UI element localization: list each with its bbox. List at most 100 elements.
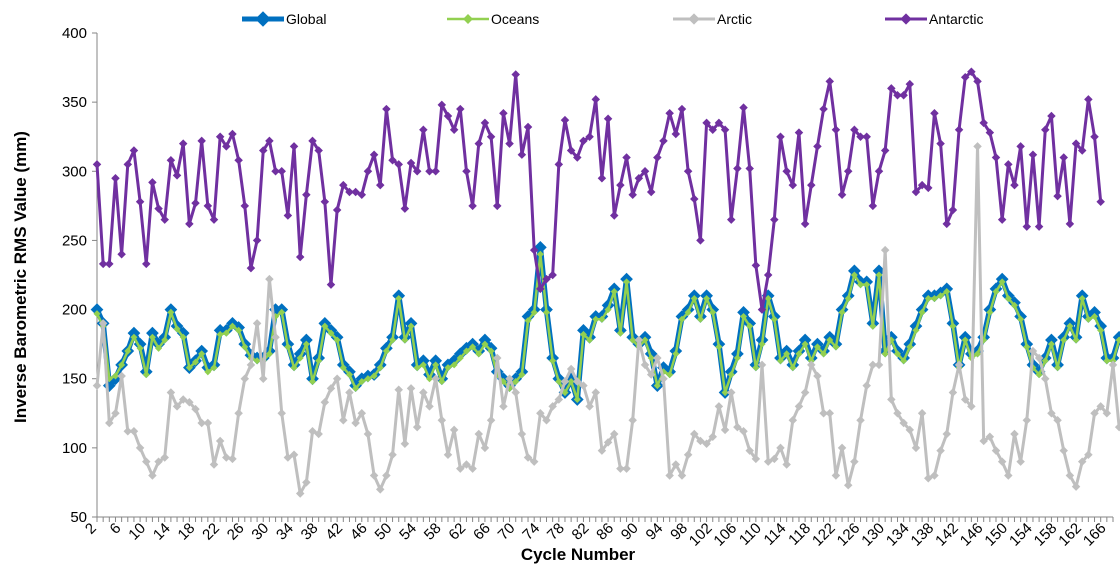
data-point-arctic bbox=[850, 457, 859, 466]
data-point-antarctic bbox=[874, 167, 884, 176]
data-point-antarctic bbox=[603, 114, 613, 123]
data-point-arctic bbox=[363, 429, 373, 439]
data-point-arctic bbox=[788, 415, 798, 425]
data-point-antarctic bbox=[1096, 197, 1105, 206]
data-point-arctic bbox=[388, 450, 397, 460]
y-tick-label: 150 bbox=[62, 371, 87, 388]
data-point-oceans bbox=[709, 308, 717, 316]
data-point-arctic bbox=[98, 319, 108, 328]
legend: Global Oceans Arctic Antarctic bbox=[242, 11, 983, 27]
data-point-antarctic bbox=[369, 150, 379, 159]
data-point-arctic bbox=[1084, 450, 1093, 460]
data-point-antarctic bbox=[197, 136, 206, 146]
data-point-antarctic bbox=[782, 167, 791, 176]
data-point-arctic bbox=[665, 471, 674, 480]
data-point-oceans bbox=[265, 350, 273, 358]
data-point-arctic bbox=[480, 443, 490, 453]
legend-swatch-marker bbox=[900, 13, 912, 25]
data-point-arctic bbox=[252, 319, 262, 328]
data-point-arctic bbox=[634, 335, 644, 345]
data-point-antarctic bbox=[215, 132, 225, 141]
data-point-arctic bbox=[431, 374, 440, 383]
data-point-arctic bbox=[499, 402, 508, 411]
data-point-arctic bbox=[862, 381, 871, 390]
data-point-oceans bbox=[586, 336, 594, 344]
y-tick-label: 400 bbox=[62, 25, 87, 42]
data-point-oceans bbox=[592, 315, 600, 323]
data-point-oceans bbox=[124, 347, 132, 355]
data-point-global bbox=[146, 326, 159, 340]
y-axis-title: Inverse Barometric RMS Value (mm) bbox=[11, 131, 30, 423]
data-point-oceans bbox=[450, 361, 458, 369]
legend-swatch-marker bbox=[688, 13, 700, 25]
data-point-arctic bbox=[942, 429, 951, 439]
data-point-antarctic bbox=[92, 160, 102, 169]
data-point-arctic bbox=[259, 374, 268, 383]
data-point-arctic bbox=[326, 384, 336, 393]
x-tick-label: 82 bbox=[569, 520, 593, 544]
data-point-arctic bbox=[185, 397, 194, 407]
x-tick-label: 146 bbox=[957, 520, 987, 550]
data-point-arctic bbox=[880, 245, 890, 255]
data-point-oceans bbox=[487, 347, 495, 355]
data-point-arctic bbox=[449, 425, 459, 435]
data-point-antarctic bbox=[763, 270, 773, 280]
data-point-arctic bbox=[887, 395, 896, 404]
x-tick-label: 142 bbox=[932, 520, 962, 550]
y-tick-label: 200 bbox=[62, 302, 87, 319]
data-point-arctic bbox=[117, 371, 126, 381]
data-point-oceans bbox=[370, 372, 378, 380]
x-tick-label: 34 bbox=[273, 520, 297, 544]
data-point-arctic bbox=[505, 374, 514, 383]
x-tick-label: 94 bbox=[643, 520, 667, 544]
data-point-antarctic bbox=[813, 142, 822, 151]
data-point-oceans bbox=[647, 354, 655, 362]
data-point-antarctic bbox=[597, 173, 607, 183]
data-point-oceans bbox=[549, 357, 557, 365]
data-point-antarctic bbox=[726, 215, 736, 224]
data-point-antarctic bbox=[609, 211, 619, 220]
data-point-antarctic bbox=[117, 250, 126, 259]
data-point-oceans bbox=[167, 308, 175, 316]
data-point-arctic bbox=[566, 364, 576, 374]
y-tick-label: 300 bbox=[62, 163, 87, 180]
data-point-antarctic bbox=[770, 215, 779, 224]
x-tick-label: 2 bbox=[82, 520, 100, 538]
data-point-arctic bbox=[419, 388, 428, 397]
data-point-arctic bbox=[437, 415, 447, 425]
legend-label: Oceans bbox=[491, 11, 539, 27]
data-point-arctic bbox=[1016, 457, 1025, 466]
data-point-oceans bbox=[111, 372, 120, 380]
data-point-arctic bbox=[763, 457, 773, 466]
x-tick-label: 62 bbox=[445, 520, 469, 544]
data-point-antarctic bbox=[135, 197, 145, 206]
data-point-arctic bbox=[357, 409, 367, 418]
data-point-oceans bbox=[419, 361, 427, 369]
data-point-oceans bbox=[629, 336, 637, 344]
data-point-arctic bbox=[332, 374, 342, 383]
data-point-arctic bbox=[1071, 482, 1081, 491]
data-point-oceans bbox=[235, 326, 243, 334]
legend-item-oceans: Oceans bbox=[447, 11, 539, 27]
data-point-oceans bbox=[795, 350, 803, 358]
data-point-arctic bbox=[573, 377, 582, 386]
data-point-arctic bbox=[1059, 446, 1068, 455]
data-point-oceans bbox=[616, 329, 624, 337]
data-point-antarctic bbox=[289, 142, 299, 151]
data-point-arctic bbox=[967, 402, 976, 411]
data-point-oceans bbox=[148, 333, 156, 341]
x-tick-label: 38 bbox=[298, 520, 322, 544]
data-point-antarctic bbox=[419, 125, 428, 135]
data-point-oceans bbox=[407, 322, 415, 330]
data-point-arctic bbox=[683, 450, 693, 460]
data-point-oceans bbox=[832, 343, 840, 351]
data-point-oceans bbox=[438, 377, 446, 386]
x-tick-label: 90 bbox=[618, 520, 642, 544]
data-point-antarctic bbox=[794, 128, 804, 137]
data-point-antarctic bbox=[209, 215, 219, 224]
data-point-oceans bbox=[961, 336, 969, 344]
data-point-oceans bbox=[783, 350, 791, 358]
data-point-antarctic bbox=[431, 167, 440, 176]
x-tick-label: 126 bbox=[834, 520, 864, 550]
data-point-antarctic bbox=[505, 139, 514, 148]
